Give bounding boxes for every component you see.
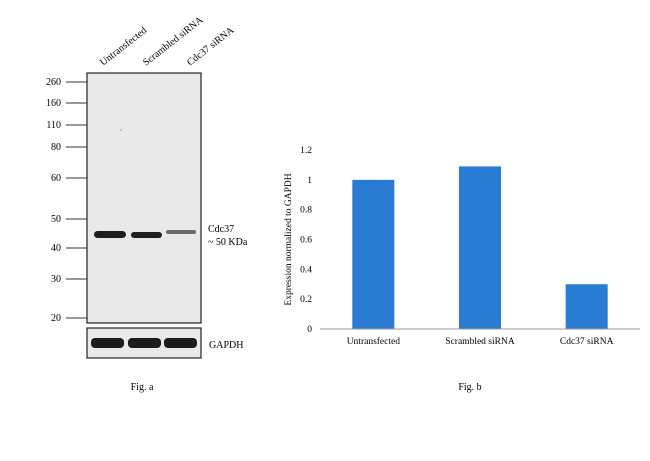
ladder-label: 30 — [51, 274, 61, 285]
ladder-label: 20 — [51, 313, 61, 324]
ladder-ticks — [66, 81, 87, 319]
x-category-label: Scrambled siRNA — [445, 337, 515, 347]
ladder-label: 110 — [46, 120, 61, 131]
y-tick-label: 0.2 — [300, 295, 312, 305]
gapdh-band — [91, 338, 124, 348]
ladder-label: 260 — [46, 77, 61, 88]
cdc37-band — [94, 231, 126, 238]
y-tick-label: 0.6 — [300, 236, 312, 246]
blot-lane-label: Untransfected — [98, 25, 149, 68]
fig-a-caption: Fig. a — [131, 382, 154, 393]
x-category-label: Cdc37 siRNA — [560, 337, 614, 347]
target-label: Cdc37 — [208, 224, 234, 235]
ladder-label: 160 — [46, 98, 61, 109]
y-axis-title: Expression normalized to GAPDH — [284, 173, 294, 305]
fig-b-caption: Fig. b — [458, 382, 481, 393]
x-category-label: Untransfected — [347, 336, 401, 347]
bar — [459, 166, 501, 329]
gapdh-band — [164, 338, 197, 348]
western-blot-panel: Untransfected Scrambled siRNA Cdc37 siRN… — [46, 14, 248, 393]
y-tick-label: 0.8 — [300, 206, 312, 216]
target-size-label: ~ 50 KDa — [208, 237, 248, 248]
loading-control-label: GAPDH — [209, 340, 243, 351]
y-tick-label: 1 — [307, 176, 312, 186]
y-tick-label: 1.2 — [300, 146, 312, 156]
y-tick-label: 0.4 — [300, 265, 312, 275]
x-axis-labels: Untransfected Scrambled siRNA Cdc37 siRNA — [347, 336, 614, 347]
ladder-label: 80 — [51, 142, 61, 153]
y-tick-label: 0 — [307, 325, 312, 335]
ladder-label: 50 — [51, 214, 61, 225]
bar-chart-panel: 0 0.2 0.4 0.6 0.8 1 1.2 Untransfected Scrambled… — [284, 146, 640, 393]
bars-group — [352, 166, 608, 329]
blot-speck — [120, 129, 122, 131]
y-axis-ticks: 0 0.2 0.4 0.6 0.8 1 1.2 — [300, 146, 312, 335]
cdc37-band — [166, 230, 196, 234]
cdc37-band — [131, 232, 162, 238]
ladder-label: 40 — [51, 243, 61, 254]
ladder-label: 60 — [51, 173, 61, 184]
gapdh-band — [128, 338, 161, 348]
bar — [565, 284, 608, 329]
blot-membrane — [86, 72, 202, 324]
bar — [352, 179, 395, 329]
